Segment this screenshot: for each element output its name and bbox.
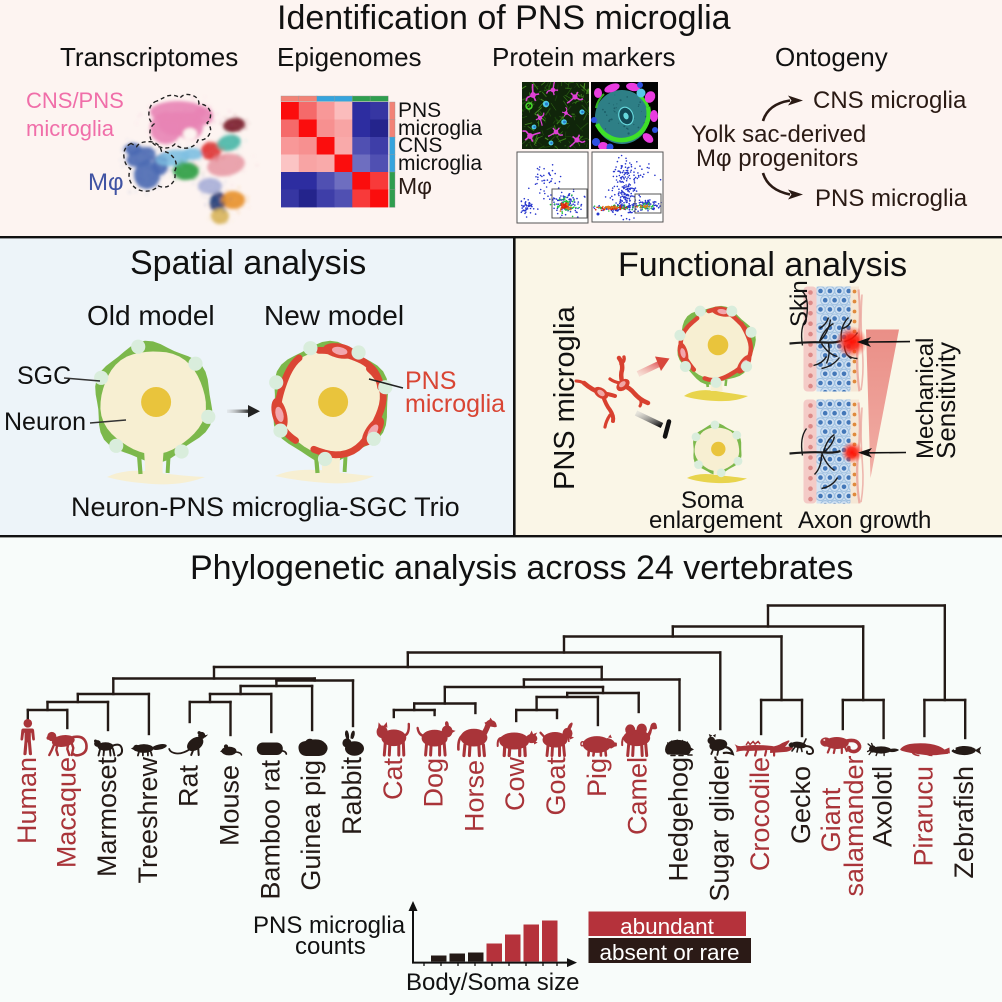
svg-text:Giant: Giant — [816, 787, 846, 852]
svg-text:Rabbit: Rabbit — [337, 757, 367, 836]
svg-text:Marmoset: Marmoset — [92, 757, 122, 878]
svg-text:Axolotl: Axolotl — [868, 766, 898, 847]
svg-text:Macaque: Macaque — [51, 757, 81, 868]
svg-text:Zebrafish: Zebrafish — [949, 766, 979, 879]
svg-text:Gecko: Gecko — [786, 766, 816, 844]
svg-text:Cow: Cow — [500, 757, 530, 812]
svg-text:Goat: Goat — [541, 757, 571, 816]
svg-text:salamander: salamander — [839, 755, 869, 896]
svg-text:Sugar glider: Sugar glider — [704, 756, 734, 902]
svg-text:Rat: Rat — [174, 765, 204, 808]
svg-text:Guinea pig: Guinea pig — [296, 760, 326, 891]
svg-text:Bamboo rat: Bamboo rat — [255, 760, 285, 900]
svg-text:Pig: Pig — [582, 758, 612, 797]
svg-text:Cat: Cat — [378, 758, 408, 801]
svg-text:Hedgehog: Hedgehog — [664, 757, 694, 882]
svg-text:Dog: Dog — [419, 758, 449, 808]
svg-text:Mouse: Mouse — [215, 765, 245, 846]
svg-text:Camel: Camel — [623, 757, 653, 835]
svg-text:Treeshrew: Treeshrew — [133, 757, 163, 884]
svg-text:Crocodile: Crocodile — [745, 757, 775, 871]
svg-text:Pirarucu: Pirarucu — [908, 766, 938, 867]
svg-text:Horse: Horse — [459, 760, 489, 832]
svg-text:Human: Human — [12, 757, 42, 844]
